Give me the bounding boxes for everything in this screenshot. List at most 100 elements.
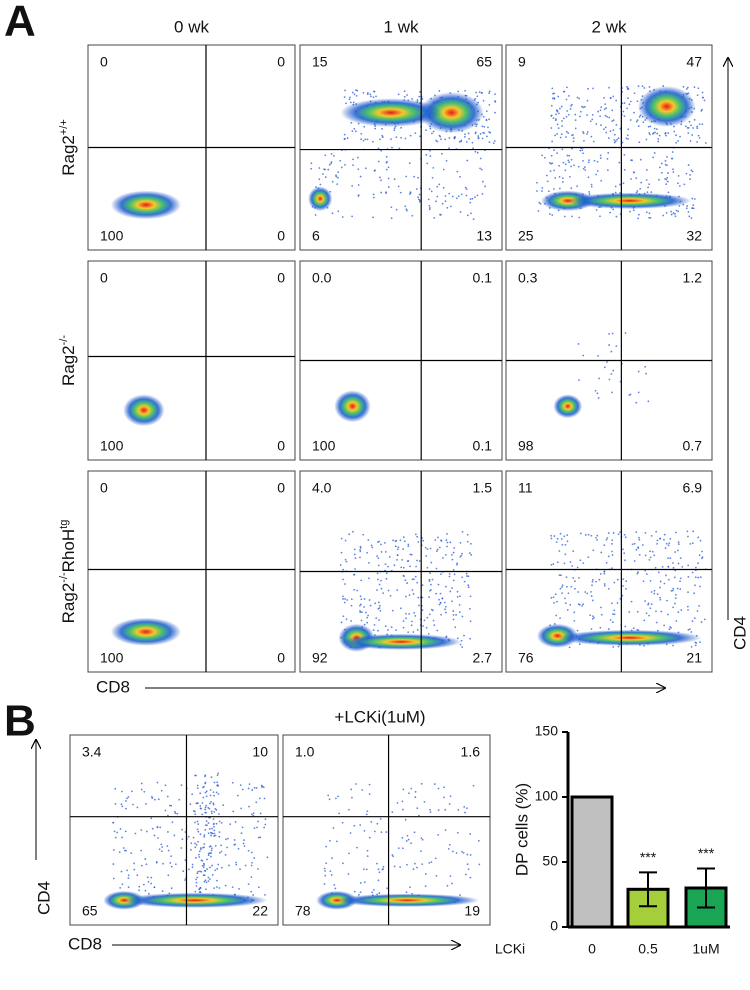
event-dot: [345, 618, 348, 621]
event-dot: [582, 159, 584, 162]
event-dot: [488, 103, 491, 106]
event-dot: [200, 870, 203, 873]
event-dot: [147, 881, 150, 883]
event-dot: [677, 543, 680, 545]
event-dot: [611, 567, 613, 570]
quadrant-percent: 9: [518, 54, 526, 70]
event-dot: [623, 533, 626, 536]
event-dot: [406, 94, 408, 96]
event-dot: [426, 162, 429, 165]
event-dot: [629, 393, 632, 396]
event-dot: [436, 140, 439, 143]
event-dot: [632, 209, 635, 212]
event-dot: [210, 834, 212, 837]
event-dot: [263, 797, 266, 800]
event-dot: [612, 532, 615, 534]
event-dot: [356, 89, 359, 92]
event-dot: [377, 564, 380, 567]
event-dot: [406, 863, 408, 866]
event-dot: [207, 806, 210, 809]
event-dot: [456, 563, 458, 566]
event-dot: [696, 94, 699, 97]
event-dot: [459, 211, 462, 213]
event-dot: [674, 597, 677, 599]
event-dot: [114, 787, 117, 790]
event-dot: [697, 87, 700, 90]
event-dot: [360, 619, 363, 622]
event-dot: [446, 532, 448, 535]
event-dot: [401, 836, 404, 839]
event-dot: [609, 619, 612, 621]
event-dot: [124, 830, 127, 833]
event-dot: [550, 115, 553, 117]
event-dot: [492, 142, 495, 144]
event-dot: [167, 849, 170, 852]
event-dot: [537, 210, 540, 212]
event-dot: [547, 190, 550, 193]
event-dot: [333, 884, 336, 886]
event-dot: [191, 863, 194, 866]
event-dot: [204, 879, 207, 882]
event-dot: [458, 603, 461, 606]
event-dot: [574, 119, 577, 122]
event-dot: [429, 149, 431, 152]
row-label-part: -/-: [58, 335, 70, 346]
event-dot: [377, 578, 379, 581]
event-dot: [583, 105, 586, 108]
event-dot: [353, 553, 356, 556]
event-dot: [616, 602, 619, 604]
event-dot: [235, 861, 238, 864]
event-dot: [570, 215, 573, 218]
density-blob: [419, 92, 484, 134]
event-dot: [633, 111, 635, 114]
event-dot: [444, 608, 446, 611]
event-dot: [162, 862, 164, 865]
event-dot: [250, 851, 253, 854]
event-dot: [443, 796, 445, 799]
event-dot: [584, 169, 587, 171]
event-dot: [664, 159, 667, 162]
event-dot: [238, 887, 240, 890]
event-dot: [327, 168, 330, 171]
event-dot: [628, 611, 631, 613]
event-dot: [617, 137, 620, 140]
event-dot: [642, 121, 645, 124]
event-dot: [247, 849, 250, 852]
event-dot: [213, 887, 215, 890]
event-dot: [655, 610, 657, 613]
event-dot: [698, 554, 701, 557]
event-dot: [323, 867, 326, 870]
event-dot: [700, 110, 703, 112]
event-dot: [638, 553, 641, 556]
event-dot: [348, 533, 351, 536]
event-dot: [696, 125, 698, 128]
event-dot: [688, 215, 691, 218]
event-dot: [126, 869, 129, 872]
event-dot: [341, 216, 344, 218]
event-dot: [603, 572, 606, 575]
event-dot: [376, 589, 378, 591]
event-dot: [350, 604, 353, 607]
event-dot: [239, 868, 241, 871]
event-dot: [373, 170, 376, 172]
event-dot: [430, 190, 433, 193]
event-dot: [337, 210, 340, 213]
event-dot: [617, 645, 620, 648]
event-dot: [198, 870, 201, 873]
y-tick-label: 0: [550, 918, 558, 934]
event-dot: [572, 137, 575, 139]
event-dot: [226, 837, 229, 840]
event-dot: [365, 813, 368, 816]
event-dot: [381, 136, 384, 138]
event-dot: [689, 140, 692, 142]
event-dot: [215, 822, 218, 825]
event-dot: [596, 539, 599, 541]
event-dot: [414, 790, 417, 793]
event-dot: [352, 530, 354, 533]
event-dot: [592, 549, 595, 552]
event-dot: [324, 874, 327, 877]
event-dot: [198, 856, 201, 858]
event-dot: [470, 553, 473, 556]
event-dot: [353, 890, 356, 893]
event-dot: [690, 645, 693, 648]
